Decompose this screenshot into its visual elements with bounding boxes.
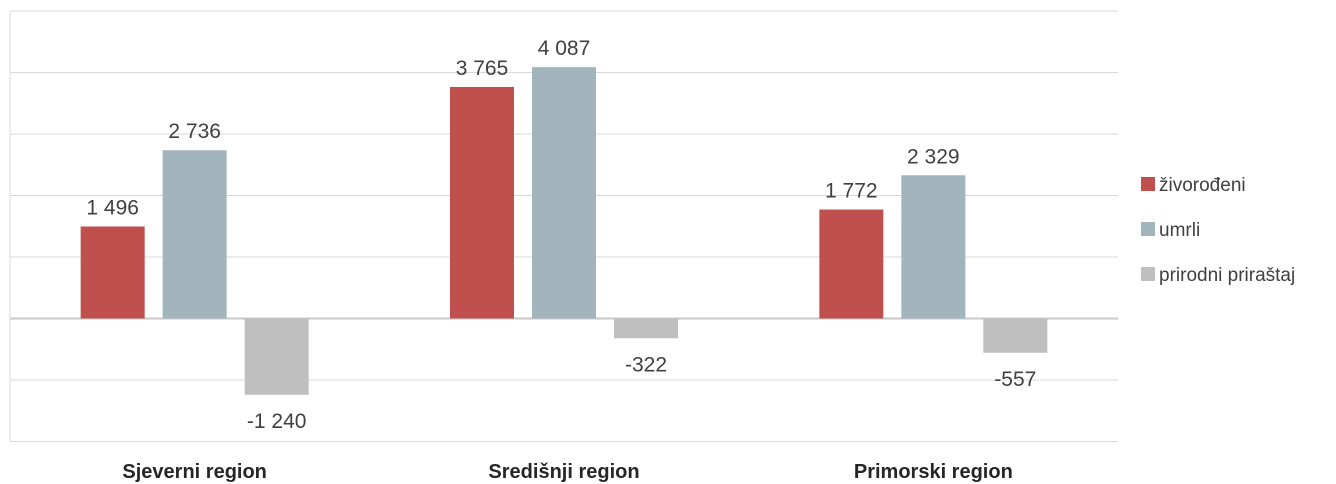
data-label: 2 329 <box>907 145 960 168</box>
data-label: 3 765 <box>456 57 509 80</box>
legend: živorođeni umrli prirodni priraštaj <box>1141 175 1295 286</box>
category-label: Sjeverni region <box>122 461 267 483</box>
legend-swatch <box>1141 267 1155 281</box>
data-label: -1 240 <box>247 410 307 433</box>
bar <box>80 226 145 319</box>
bar <box>614 318 678 339</box>
legend-label: živorođeni <box>1159 175 1246 196</box>
data-label: 2 736 <box>168 120 221 143</box>
data-label: 1 772 <box>825 180 878 203</box>
data-label: 1 496 <box>86 196 139 219</box>
bar <box>532 67 596 319</box>
legend-label: umrli <box>1159 220 1200 241</box>
category-label: Primorski region <box>854 461 1013 483</box>
bars <box>80 67 1048 395</box>
legend-label: prirodni priraštaj <box>1159 265 1295 286</box>
category-labels: Sjeverni region Središnji region Primorski… <box>122 461 1012 483</box>
data-label: -322 <box>625 353 667 376</box>
bar <box>901 175 966 319</box>
data-labels: 1 496 2 736 -1 240 3 765 4 087 -322 1 772 2 329… <box>86 37 1036 433</box>
bar <box>244 318 309 395</box>
bar <box>983 318 1048 353</box>
bar <box>819 209 884 319</box>
data-label: 4 087 <box>538 37 591 60</box>
bar <box>162 150 227 319</box>
category-label: Središnji region <box>488 461 639 483</box>
bar <box>450 86 514 319</box>
legend-swatch <box>1141 222 1155 236</box>
data-label: -557 <box>994 368 1036 391</box>
legend-swatch <box>1141 177 1155 191</box>
